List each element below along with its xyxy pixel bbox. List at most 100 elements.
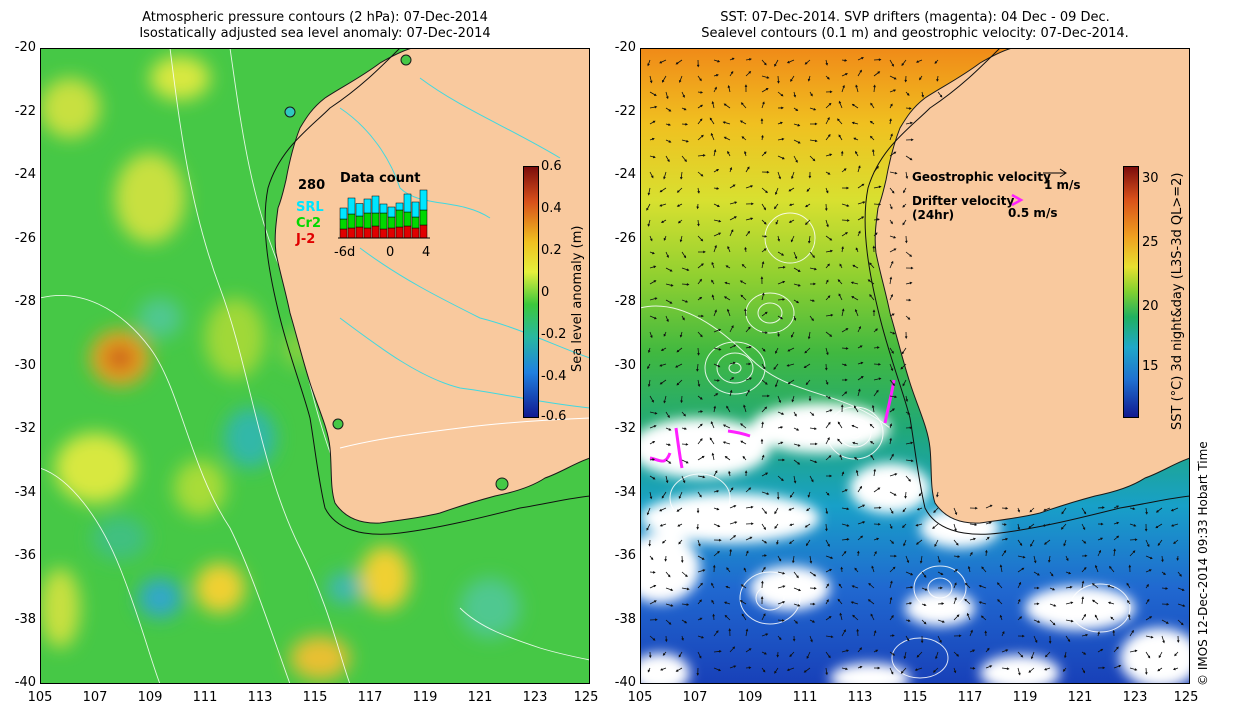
right-x-tick: 119	[1012, 690, 1038, 705]
velocity-vector	[905, 475, 911, 482]
velocity-vector	[937, 635, 942, 643]
velocity-vector	[905, 619, 911, 622]
velocity-vector	[825, 363, 828, 371]
velocity-vector	[1081, 633, 1089, 637]
velocity-vector	[889, 203, 893, 210]
velocity-vector	[761, 101, 765, 109]
velocity-vector	[661, 539, 667, 544]
velocity-vector	[679, 331, 683, 338]
right-x-tick: 125	[1173, 690, 1199, 705]
velocity-vector	[697, 491, 702, 498]
velocity-vector	[850, 601, 859, 605]
velocity-vector	[793, 155, 798, 163]
velocity-vector	[1170, 507, 1179, 512]
velocity-vector	[788, 219, 795, 223]
velocity-vector	[889, 395, 898, 399]
velocity-vector	[851, 585, 859, 589]
velocity-vector	[724, 614, 731, 621]
velocity-vector	[697, 395, 703, 400]
velocity-vector	[825, 568, 833, 573]
velocity-vector	[726, 405, 731, 413]
velocity-vector	[902, 379, 907, 387]
velocity-vector	[1161, 635, 1165, 644]
velocity-vector	[649, 137, 655, 141]
velocity-vector	[696, 363, 699, 372]
velocity-vector	[728, 628, 732, 637]
velocity-vector	[761, 667, 766, 673]
pressure-contours	[40, 48, 590, 684]
velocity-vector	[647, 379, 651, 387]
velocity-vector	[729, 521, 738, 525]
velocity-vector	[857, 216, 865, 221]
velocity-vector	[740, 102, 747, 109]
velocity-vector	[841, 550, 847, 557]
velocity-vector	[711, 261, 715, 269]
velocity-vector	[905, 602, 913, 605]
velocity-vector	[855, 84, 859, 93]
velocity-vector	[1033, 571, 1040, 576]
velocity-vector	[809, 315, 814, 322]
velocity-vector	[661, 491, 667, 499]
velocity-vector	[969, 523, 978, 526]
velocity-vector	[745, 362, 752, 366]
legend-geostrophic-label: Geostrophic velocity	[912, 170, 1051, 184]
velocity-vector	[809, 475, 814, 483]
velocity-vector	[969, 537, 976, 541]
data-count-bar	[371, 225, 380, 239]
velocity-vector	[867, 599, 875, 605]
velocity-vector	[1161, 587, 1169, 590]
velocity-vector	[774, 667, 779, 674]
velocity-vector	[760, 276, 764, 285]
velocity-vector	[936, 75, 939, 82]
velocity-vector	[665, 427, 672, 431]
velocity-vector	[681, 603, 690, 606]
velocity-vector	[1081, 613, 1087, 621]
land-border-white	[339, 417, 590, 449]
velocity-vector	[697, 171, 704, 177]
legend-drifter-sub: (24hr)	[912, 208, 955, 222]
velocity-vector	[729, 184, 736, 189]
right-y-tick: -28	[614, 294, 636, 309]
velocity-vector	[745, 648, 752, 653]
velocity-vector	[681, 155, 687, 163]
velocity-vector	[915, 59, 923, 63]
velocity-vector	[889, 473, 898, 477]
velocity-vector	[729, 167, 733, 173]
velocity-vector	[841, 391, 848, 397]
velocity-vector	[996, 582, 1003, 589]
velocity-vector	[1145, 555, 1153, 560]
velocity-vector	[676, 187, 683, 193]
velocity-vector	[1017, 567, 1025, 573]
velocity-vector	[1092, 599, 1099, 605]
velocity-vector	[729, 344, 737, 349]
velocity-vector	[837, 279, 843, 285]
data-count-bar	[395, 226, 404, 239]
velocity-vector	[1081, 566, 1087, 573]
velocity-vector	[1028, 523, 1035, 529]
velocity-vector	[775, 219, 779, 225]
velocity-vector	[777, 121, 783, 125]
velocity-vector	[665, 251, 669, 258]
velocity-vector	[953, 614, 960, 621]
velocity-vector	[1001, 630, 1005, 637]
velocity-vector	[889, 118, 892, 125]
velocity-vector	[649, 555, 654, 561]
velocity-vector	[873, 165, 879, 173]
velocity-vector	[953, 569, 958, 573]
velocity-vector	[825, 409, 833, 413]
velocity-vector	[1097, 631, 1100, 637]
velocity-vector	[1145, 598, 1150, 605]
velocity-vector	[665, 315, 669, 323]
velocity-vector	[711, 279, 715, 285]
velocity-vector	[850, 281, 859, 285]
velocity-vector	[873, 377, 882, 381]
data-count-bar	[403, 193, 412, 213]
velocity-vector	[713, 86, 717, 93]
velocity-vector	[713, 347, 722, 351]
velocity-vector	[905, 281, 913, 285]
right-x-tick: 121	[1067, 690, 1093, 705]
velocity-vector	[793, 107, 799, 112]
velocity-vector	[873, 522, 881, 526]
velocity-vector	[871, 565, 875, 573]
left-y-tick: -24	[14, 167, 36, 182]
